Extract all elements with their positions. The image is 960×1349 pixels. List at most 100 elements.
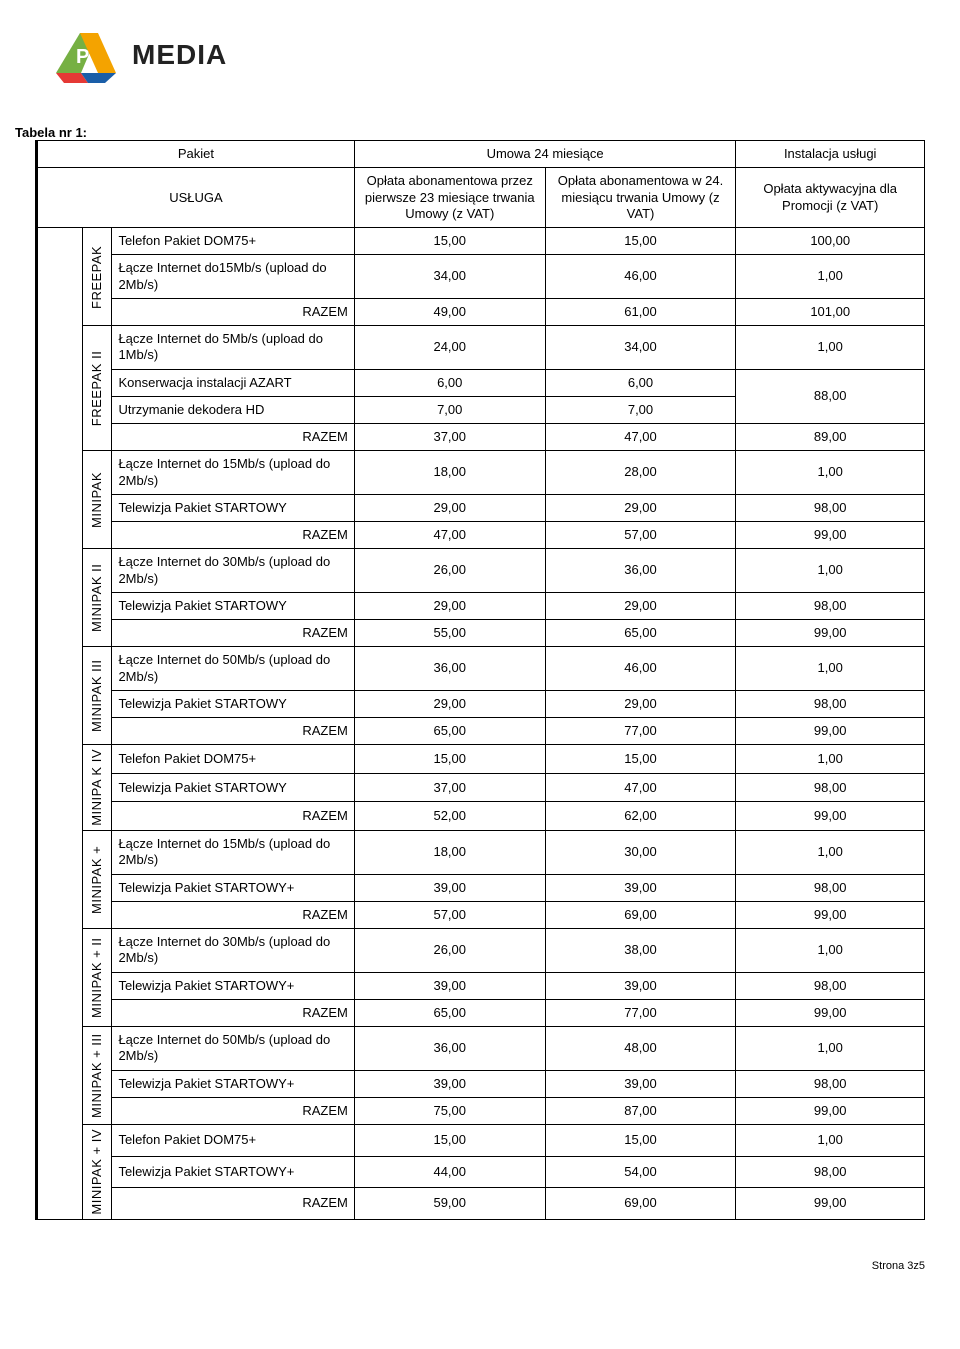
razem-c: 99,00 <box>736 718 925 745</box>
group-label: MINIPAK + <box>82 831 112 929</box>
price-c: 98,00 <box>736 592 925 619</box>
razem-b: 69,00 <box>545 901 736 928</box>
group-label: FREEPAK <box>82 228 112 326</box>
price-a: 15,00 <box>354 1125 545 1157</box>
razem-c: 99,00 <box>736 620 925 647</box>
price-b: 34,00 <box>545 326 736 370</box>
razem-label: RAZEM <box>112 298 354 325</box>
price-c: 100,00 <box>736 228 925 255</box>
price-b: 36,00 <box>545 549 736 593</box>
razem-label: RAZEM <box>112 522 354 549</box>
razem-label: RAZEM <box>112 1188 354 1220</box>
service-cell: Telewizja Pakiet STARTOWY <box>112 690 354 717</box>
service-cell: Telefon Pakiet DOM75+ <box>112 745 354 774</box>
price-c: 1,00 <box>736 647 925 691</box>
price-c: 98,00 <box>736 874 925 901</box>
price-c: 1,00 <box>736 255 925 299</box>
razem-b: 61,00 <box>545 298 736 325</box>
razem-label: RAZEM <box>112 620 354 647</box>
hdr-col2: Opłata abonamentowa w 24. miesiącu trwan… <box>545 168 736 228</box>
razem-b: 65,00 <box>545 620 736 647</box>
hdr-usluga: USŁUGA <box>37 168 355 228</box>
price-c: 1,00 <box>736 929 925 973</box>
service-cell: Telefon Pakiet DOM75+ <box>112 228 354 255</box>
page-footer: Strona 3z5 <box>35 1260 925 1272</box>
price-a: 36,00 <box>354 647 545 691</box>
price-b: 29,00 <box>545 690 736 717</box>
price-a: 39,00 <box>354 874 545 901</box>
price-a: 15,00 <box>354 745 545 774</box>
hdr-pakiet: Pakiet <box>37 141 355 168</box>
logo-row: P MEDIA <box>50 25 925 85</box>
pakiet-spacer <box>37 228 83 1220</box>
service-cell: Telewizja Pakiet STARTOWY+ <box>112 874 354 901</box>
razem-a: 59,00 <box>354 1188 545 1220</box>
price-b: 29,00 <box>545 494 736 521</box>
service-cell: Telewizja Pakiet STARTOWY <box>112 592 354 619</box>
group-label: MINIPAK + II <box>82 929 112 1027</box>
price-c: 1,00 <box>736 549 925 593</box>
price-a: 29,00 <box>354 690 545 717</box>
price-a: 37,00 <box>354 773 545 802</box>
service-cell: Utrzymanie dekodera HD <box>112 396 354 423</box>
service-cell: Telewizja Pakiet STARTOWY <box>112 494 354 521</box>
price-a: 24,00 <box>354 326 545 370</box>
price-a: 26,00 <box>354 929 545 973</box>
price-c: 98,00 <box>736 1156 925 1188</box>
razem-label: RAZEM <box>112 901 354 928</box>
razem-a: 52,00 <box>354 802 545 831</box>
service-cell: Łącze Internet do15Mb/s (upload do 2Mb/s… <box>112 255 354 299</box>
price-b: 54,00 <box>545 1156 736 1188</box>
service-cell: Telewizja Pakiet STARTOWY+ <box>112 972 354 999</box>
service-cell: Łącze Internet do 30Mb/s (upload do 2Mb/… <box>112 929 354 973</box>
razem-b: 87,00 <box>545 1097 736 1124</box>
razem-label: RAZEM <box>112 1097 354 1124</box>
logo-text: MEDIA <box>132 39 227 71</box>
group-label: MINIPAK II <box>82 549 112 647</box>
razem-b: 57,00 <box>545 522 736 549</box>
razem-a: 57,00 <box>354 901 545 928</box>
price-c: 1,00 <box>736 745 925 774</box>
group-label: MINIPAK + IV <box>82 1125 112 1220</box>
price-b: 15,00 <box>545 745 736 774</box>
service-cell: Łącze Internet do 15Mb/s (upload do 2Mb/… <box>112 451 354 495</box>
razem-label: RAZEM <box>112 999 354 1026</box>
price-a: 7,00 <box>354 396 545 423</box>
price-a: 18,00 <box>354 831 545 875</box>
razem-b: 77,00 <box>545 718 736 745</box>
razem-label: RAZEM <box>112 718 354 745</box>
service-cell: Łącze Internet do 30Mb/s (upload do 2Mb/… <box>112 549 354 593</box>
razem-c: 101,00 <box>736 298 925 325</box>
price-a: 26,00 <box>354 549 545 593</box>
service-cell: Telewizja Pakiet STARTOWY+ <box>112 1156 354 1188</box>
razem-c: 99,00 <box>736 802 925 831</box>
razem-a: 55,00 <box>354 620 545 647</box>
price-a: 39,00 <box>354 972 545 999</box>
service-cell: Łącze Internet do 50Mb/s (upload do 2Mb/… <box>112 1027 354 1071</box>
price-a: 18,00 <box>354 451 545 495</box>
price-a: 34,00 <box>354 255 545 299</box>
razem-c: 99,00 <box>736 901 925 928</box>
price-c: 1,00 <box>736 326 925 370</box>
group-label: MINIPAK III <box>82 647 112 745</box>
group-label: MINIPAK + III <box>82 1027 112 1125</box>
razem-a: 49,00 <box>354 298 545 325</box>
service-cell: Konserwacja instalacji AZART <box>112 369 354 396</box>
price-b: 39,00 <box>545 972 736 999</box>
price-b: 30,00 <box>545 831 736 875</box>
price-c: 1,00 <box>736 451 925 495</box>
price-c: 98,00 <box>736 773 925 802</box>
hdr-col1: Opłata abonamentowa przez pierwsze 23 mi… <box>354 168 545 228</box>
table-caption: Tabela nr 1: <box>15 125 925 140</box>
price-b: 15,00 <box>545 228 736 255</box>
price-a: 29,00 <box>354 494 545 521</box>
price-b: 47,00 <box>545 773 736 802</box>
price-a: 36,00 <box>354 1027 545 1071</box>
razem-a: 37,00 <box>354 424 545 451</box>
price-b: 28,00 <box>545 451 736 495</box>
svg-text:P: P <box>76 46 89 68</box>
razem-a: 47,00 <box>354 522 545 549</box>
razem-a: 75,00 <box>354 1097 545 1124</box>
service-cell: Łącze Internet do 5Mb/s (upload do 1Mb/s… <box>112 326 354 370</box>
razem-a: 65,00 <box>354 999 545 1026</box>
